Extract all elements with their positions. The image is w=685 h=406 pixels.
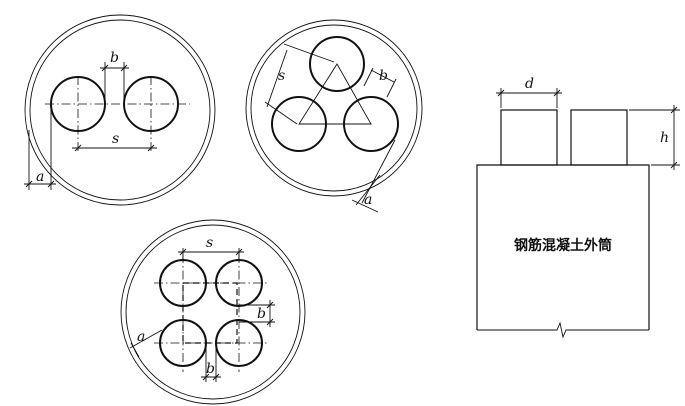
b-tick [266, 318, 274, 326]
outer-tube-outline [476, 164, 650, 330]
dimension-label-a: a [137, 329, 145, 345]
s-tick [235, 248, 243, 256]
outer-shell-circle [245, 19, 423, 197]
dimension-label-s: s [112, 131, 119, 147]
a-extension-flue [361, 139, 396, 204]
b-tick [266, 301, 274, 309]
flue-elevation-left [500, 109, 558, 166]
a-tick [47, 180, 55, 188]
break-line [477, 321, 649, 339]
s-extension-top [283, 43, 335, 63]
two-flue-layout: b s a [24, 14, 216, 206]
three-flue-layout: s b a [245, 19, 423, 213]
elevation-view: d h 钢筋混凝土外筒 [476, 76, 680, 339]
s-dimension-line [266, 49, 288, 108]
four-flue-layout: s b b a [120, 219, 306, 405]
outer-shell-circle [120, 219, 306, 405]
a-tick [25, 180, 33, 188]
a-extension [130, 342, 140, 358]
b-extension [363, 67, 374, 87]
dimension-label-s: s [206, 235, 213, 251]
outer-shell-circle [24, 14, 216, 206]
d-tick [553, 89, 561, 97]
b-tick [202, 373, 210, 381]
a-dimension-line [351, 199, 379, 213]
flue-circle-top [309, 36, 365, 92]
b-extension [386, 78, 397, 98]
center-square [182, 282, 238, 344]
s-tick [147, 144, 155, 152]
b-tick [101, 64, 109, 72]
inner-shell-circle [125, 224, 301, 400]
s-tick [74, 144, 82, 152]
b-dimension-line [370, 69, 395, 83]
h-tick [670, 106, 678, 114]
dimension-label-b: b [206, 361, 215, 377]
b-tick [212, 373, 220, 381]
a-dimension-line [129, 329, 163, 349]
a-extension-outer [355, 174, 381, 206]
center-triangle [298, 63, 372, 125]
flue-elevation-right [570, 109, 628, 166]
dimension-label-a: a [364, 192, 372, 208]
dimension-label-s: s [278, 68, 285, 84]
b-tick [120, 64, 128, 72]
inner-shell-circle [250, 24, 418, 192]
inner-shell-circle [29, 19, 211, 201]
dimension-label-b: b [110, 50, 119, 66]
dimension-label-b: b [379, 68, 388, 84]
dimension-label-d: d [525, 76, 534, 92]
dimension-label-a: a [36, 169, 44, 185]
s-tick [179, 248, 187, 256]
outer-tube-label: 钢筋混凝土外筒 [514, 237, 612, 254]
h-tick [670, 161, 678, 169]
dimension-label-b: b [257, 306, 266, 322]
dimension-label-h: h [660, 130, 669, 146]
d-tick [497, 89, 505, 97]
s-extension-left [264, 101, 298, 125]
